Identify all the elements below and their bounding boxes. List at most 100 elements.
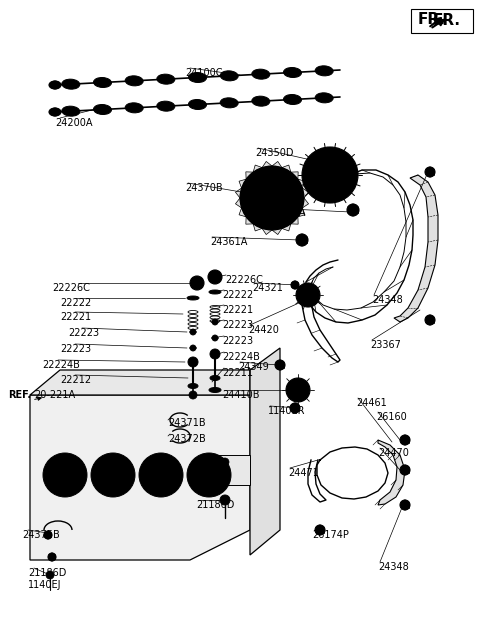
Text: 24371B: 24371B: [168, 418, 205, 428]
Circle shape: [147, 461, 175, 489]
Text: 22222: 22222: [60, 298, 91, 308]
Ellipse shape: [256, 71, 266, 77]
Circle shape: [207, 457, 217, 467]
Ellipse shape: [288, 69, 298, 75]
Ellipse shape: [224, 100, 234, 106]
Text: 22226C: 22226C: [225, 275, 263, 285]
Polygon shape: [272, 228, 282, 235]
Circle shape: [425, 167, 435, 177]
Circle shape: [51, 81, 59, 89]
Circle shape: [188, 357, 198, 367]
Ellipse shape: [209, 290, 221, 294]
Circle shape: [318, 163, 324, 169]
Circle shape: [290, 403, 300, 413]
Ellipse shape: [315, 66, 333, 76]
Circle shape: [277, 362, 283, 368]
Text: 22221: 22221: [60, 312, 91, 322]
Circle shape: [324, 169, 336, 181]
Text: 22223: 22223: [222, 336, 253, 346]
Text: FR.: FR.: [433, 13, 461, 28]
Text: 24361A: 24361A: [268, 208, 305, 218]
Polygon shape: [262, 161, 272, 168]
Text: 22224B: 22224B: [42, 360, 80, 370]
Ellipse shape: [319, 68, 329, 74]
Polygon shape: [262, 228, 272, 235]
Circle shape: [155, 469, 167, 481]
Polygon shape: [30, 370, 250, 395]
Circle shape: [400, 435, 410, 445]
Ellipse shape: [192, 75, 203, 80]
Circle shape: [203, 469, 215, 481]
Polygon shape: [239, 179, 246, 188]
Text: 24370B: 24370B: [185, 183, 223, 193]
Circle shape: [302, 147, 358, 203]
Circle shape: [51, 108, 59, 116]
Text: 24355F: 24355F: [192, 462, 228, 472]
Ellipse shape: [315, 93, 333, 103]
Text: 22222: 22222: [222, 290, 253, 300]
Circle shape: [318, 181, 324, 187]
Circle shape: [43, 453, 87, 497]
Circle shape: [208, 270, 222, 284]
Circle shape: [212, 335, 218, 341]
Circle shape: [51, 461, 79, 489]
Circle shape: [293, 283, 297, 287]
Bar: [200, 455, 250, 485]
Circle shape: [48, 553, 56, 561]
Polygon shape: [298, 179, 305, 188]
Circle shape: [211, 273, 219, 281]
Ellipse shape: [66, 108, 76, 114]
Text: 24461: 24461: [356, 398, 387, 408]
Ellipse shape: [125, 76, 143, 86]
Text: 23367: 23367: [370, 340, 401, 350]
Text: 24372B: 24372B: [168, 434, 206, 444]
Ellipse shape: [187, 296, 199, 300]
Ellipse shape: [129, 78, 139, 84]
Text: 24349: 24349: [238, 362, 269, 372]
Circle shape: [336, 181, 342, 187]
Text: 21186D: 21186D: [196, 500, 234, 510]
Circle shape: [50, 555, 54, 559]
Circle shape: [190, 345, 196, 351]
Circle shape: [299, 237, 305, 243]
Circle shape: [400, 500, 410, 510]
Circle shape: [264, 190, 280, 206]
Text: 1140ER: 1140ER: [268, 406, 305, 416]
Circle shape: [292, 405, 298, 411]
Ellipse shape: [288, 96, 298, 102]
Polygon shape: [239, 208, 246, 217]
Circle shape: [46, 533, 50, 537]
Polygon shape: [378, 440, 405, 505]
Ellipse shape: [157, 74, 175, 84]
Text: 22223: 22223: [222, 320, 253, 330]
Ellipse shape: [97, 80, 108, 86]
Ellipse shape: [129, 105, 139, 111]
Text: 24471: 24471: [288, 468, 319, 478]
Polygon shape: [302, 188, 309, 198]
Text: 22211: 22211: [222, 368, 253, 378]
Text: 24200A: 24200A: [55, 118, 93, 128]
Ellipse shape: [161, 103, 171, 109]
Circle shape: [269, 213, 275, 219]
Circle shape: [99, 461, 127, 489]
Text: 24350D: 24350D: [255, 148, 293, 158]
Ellipse shape: [284, 68, 301, 78]
Ellipse shape: [49, 81, 61, 89]
Circle shape: [285, 186, 290, 192]
Ellipse shape: [220, 71, 238, 81]
Circle shape: [221, 458, 229, 466]
Ellipse shape: [125, 103, 143, 113]
Text: 20-221A: 20-221A: [34, 390, 75, 400]
Ellipse shape: [49, 108, 61, 116]
FancyBboxPatch shape: [411, 9, 473, 33]
Polygon shape: [394, 175, 438, 322]
Circle shape: [212, 319, 218, 325]
Ellipse shape: [210, 376, 220, 381]
Ellipse shape: [189, 100, 206, 109]
Ellipse shape: [189, 73, 206, 82]
Circle shape: [195, 461, 223, 489]
Circle shape: [402, 437, 408, 443]
Ellipse shape: [66, 81, 76, 87]
Ellipse shape: [94, 104, 111, 114]
Polygon shape: [236, 198, 241, 208]
